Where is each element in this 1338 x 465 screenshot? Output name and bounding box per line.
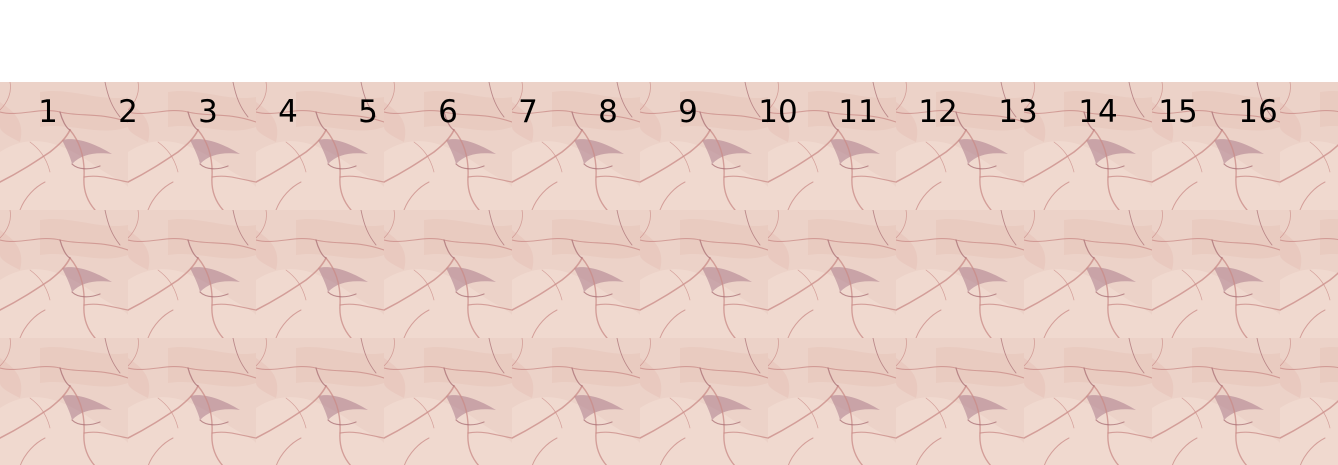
column-number-8: 8 (598, 94, 618, 130)
column-number-2: 2 (118, 94, 138, 130)
column-number-row: 1 2 3 4 5 6 7 8 9 10 11 12 13 14 15 16 (0, 92, 1338, 132)
column-number-6: 6 (438, 94, 458, 130)
column-number-1: 1 (38, 94, 58, 130)
column-number-14: 14 (1078, 94, 1118, 130)
column-number-11: 11 (838, 94, 878, 130)
column-number-3: 3 (198, 94, 218, 130)
marble-texture-strip (0, 82, 1338, 465)
column-number-15: 15 (1158, 94, 1198, 130)
column-number-5: 5 (358, 94, 378, 130)
column-number-9: 9 (678, 94, 698, 130)
column-number-7: 7 (518, 94, 538, 130)
column-number-4: 4 (278, 94, 298, 130)
column-number-16: 16 (1238, 94, 1278, 130)
column-number-13: 13 (998, 94, 1038, 130)
column-number-10: 10 (758, 94, 798, 130)
column-number-12: 12 (918, 94, 958, 130)
